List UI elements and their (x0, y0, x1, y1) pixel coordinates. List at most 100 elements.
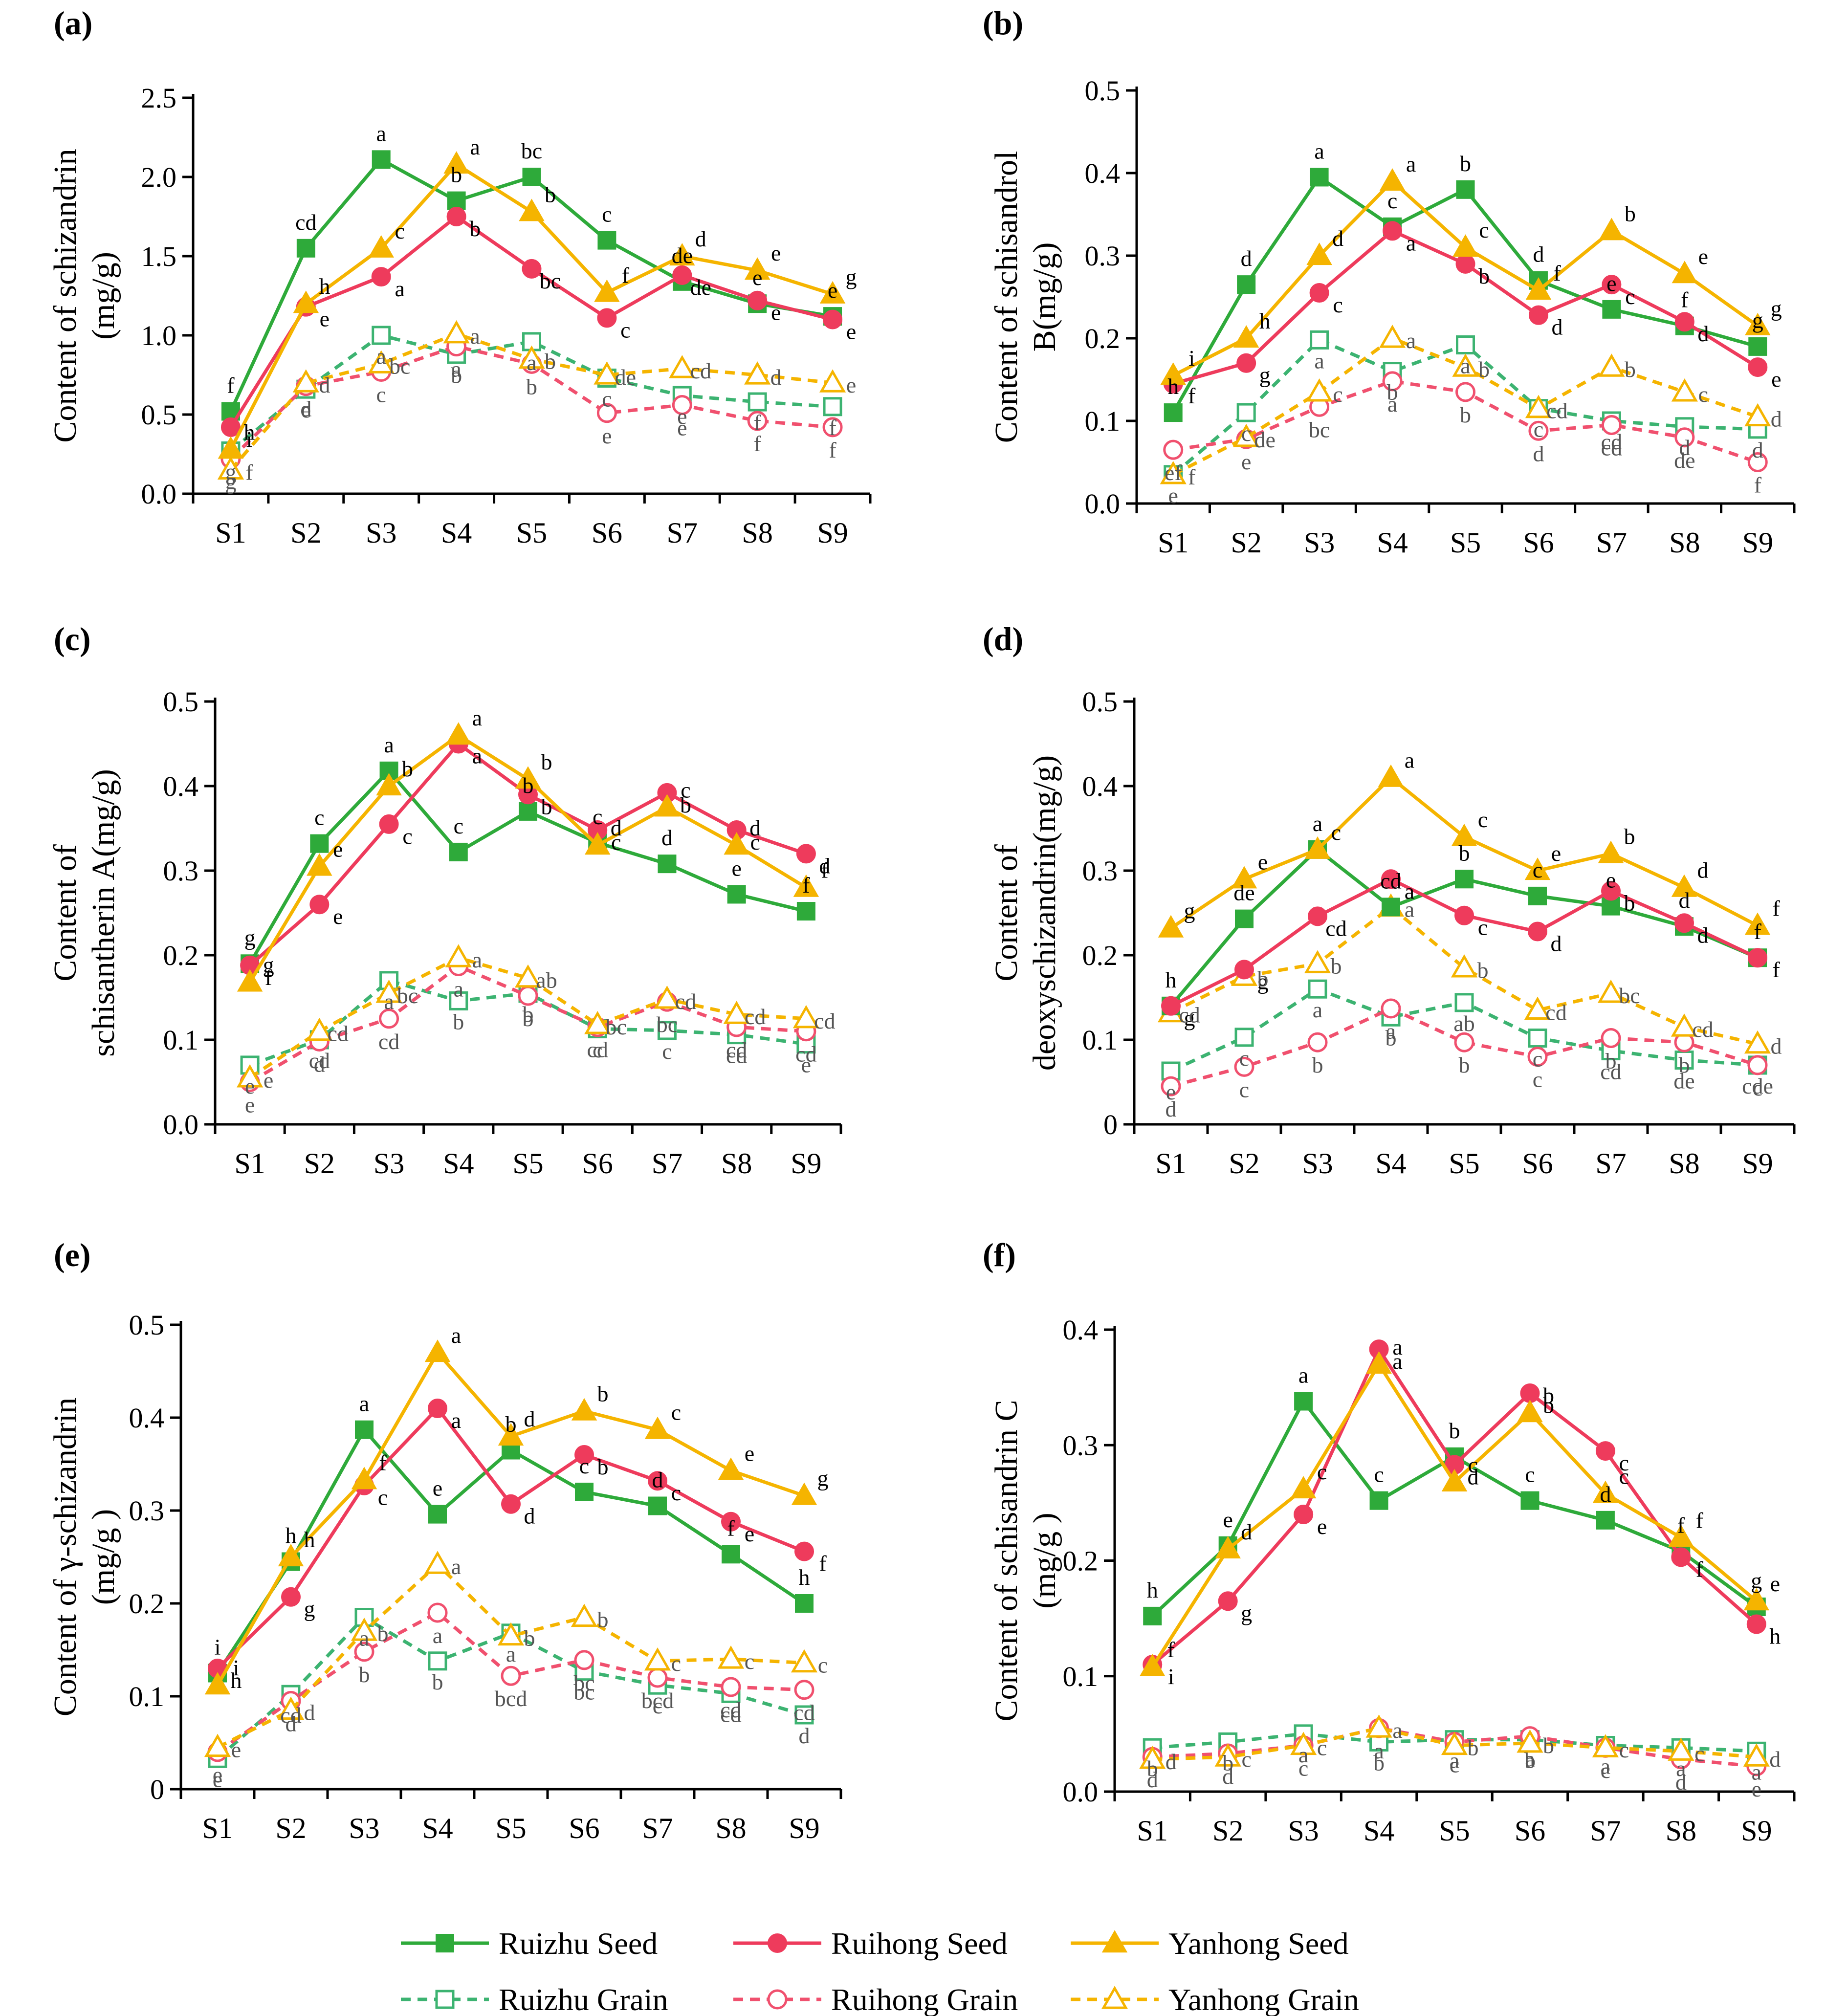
data-point (1234, 1056, 1254, 1077)
y-axis-title-line: (mg/g) (86, 252, 121, 340)
data-point (379, 814, 399, 834)
significance-letter: f (1167, 1637, 1175, 1662)
data-point (498, 1423, 524, 1446)
significance-letter: a (451, 357, 461, 382)
data-point (1595, 1441, 1615, 1461)
significance-letter: a (1406, 152, 1416, 176)
data-point (644, 1416, 671, 1439)
significance-letter: a (1374, 1738, 1384, 1763)
significance-letter: e (677, 416, 687, 440)
panel-label: (f) (983, 1236, 1016, 1273)
significance-letter: e (1698, 244, 1708, 269)
data-point (1528, 305, 1548, 325)
significance-letter: cd (793, 1700, 814, 1725)
data-point (669, 355, 696, 378)
significance-letter: c (1533, 857, 1542, 882)
significance-letter: b (1624, 824, 1635, 849)
significance-letter: f (227, 373, 235, 398)
significance-letter: c (1468, 1452, 1478, 1477)
significance-letter: de (1674, 448, 1695, 473)
significance-letter: c (1619, 1737, 1629, 1762)
significance-letter: h (799, 1565, 810, 1590)
legend-marker (435, 1990, 455, 2009)
significance-letter: b (597, 1381, 609, 1406)
data-point (1304, 836, 1331, 859)
data-point (443, 151, 469, 174)
data-point (727, 885, 746, 904)
legend-label: Ruizhu Seed (499, 1926, 658, 1961)
data-point (1602, 275, 1622, 295)
significance-letter: a (451, 1554, 461, 1579)
data-point (1236, 353, 1256, 373)
data-point (794, 1705, 814, 1725)
data-point (822, 417, 843, 438)
legend-marker (1101, 1930, 1128, 1953)
x-tick-label: S1 (1158, 526, 1188, 559)
significance-letter: e (771, 300, 781, 325)
significance-letter: b (451, 162, 462, 187)
significance-letter: b (545, 182, 556, 207)
significance-letter: d (1551, 315, 1562, 340)
significance-letter: d (1697, 922, 1709, 947)
significance-letter: e (828, 278, 837, 303)
significance-letter: a (1405, 878, 1414, 903)
significance-letter: d (1551, 931, 1562, 956)
significance-letter: c (671, 1400, 681, 1425)
data-point (428, 1651, 447, 1671)
data-point (1528, 886, 1547, 905)
significance-letter: d (1769, 1747, 1781, 1772)
data-point (1525, 277, 1552, 300)
data-point (310, 834, 329, 853)
x-tick-label: S8 (1669, 1147, 1699, 1180)
data-point (672, 265, 692, 285)
significance-letter: c (1625, 284, 1635, 309)
significance-letter: b (1543, 1383, 1554, 1408)
significance-letter: a (1406, 230, 1416, 255)
significance-letter: g (1771, 296, 1782, 321)
significance-letter: cd (1380, 868, 1401, 893)
data-point (443, 320, 470, 344)
data-point (217, 456, 244, 480)
significance-letter: c (1533, 1067, 1542, 1092)
significance-letter: b (1449, 1418, 1460, 1443)
significance-letter: c (1333, 292, 1342, 317)
significance-letter: b (1543, 1733, 1554, 1758)
significance-letter: cd (675, 989, 696, 1014)
data-point (354, 1642, 374, 1662)
significance-letter: c (1241, 1747, 1251, 1772)
significance-letter: a (1392, 1349, 1402, 1374)
series-yanhong-grain (1139, 1714, 1770, 1769)
significance-letter: c (662, 1039, 672, 1064)
data-point (514, 964, 542, 988)
data-point (597, 231, 616, 250)
significance-letter: c (579, 1453, 589, 1478)
y-tick-label: 0.5 (1085, 75, 1121, 107)
data-point (648, 1471, 667, 1491)
legend-marker (768, 1933, 787, 1953)
significance-letter: cde (1742, 1074, 1773, 1098)
data-point (594, 279, 620, 302)
y-tick-label: 0.2 (129, 1588, 165, 1620)
data-point (515, 766, 541, 789)
significance-letter: h (304, 1527, 315, 1552)
significance-letter: a (359, 1626, 369, 1651)
data-point (427, 1602, 448, 1623)
data-point (351, 1467, 377, 1490)
data-point (1451, 823, 1477, 846)
y-tick-label: 0.5 (1082, 686, 1118, 718)
x-tick-label: S8 (1669, 526, 1700, 559)
data-point (1237, 275, 1256, 294)
significance-letter: c (1534, 417, 1543, 442)
data-point (355, 1420, 374, 1439)
data-point (372, 326, 391, 345)
y-axis-title-line: deoxyschizandrin(mg/g) (1027, 755, 1062, 1071)
significance-letter: b (523, 1006, 534, 1031)
significance-letter: f (1696, 1508, 1704, 1533)
y-axis-title-line: Content of (989, 844, 1024, 981)
significance-letter: cd (726, 1037, 747, 1062)
data-point (1456, 180, 1475, 199)
significance-letter: g (1184, 1006, 1195, 1030)
significance-letter: c (1753, 1075, 1762, 1100)
significance-letter: a (527, 350, 536, 375)
data-point (744, 361, 771, 385)
